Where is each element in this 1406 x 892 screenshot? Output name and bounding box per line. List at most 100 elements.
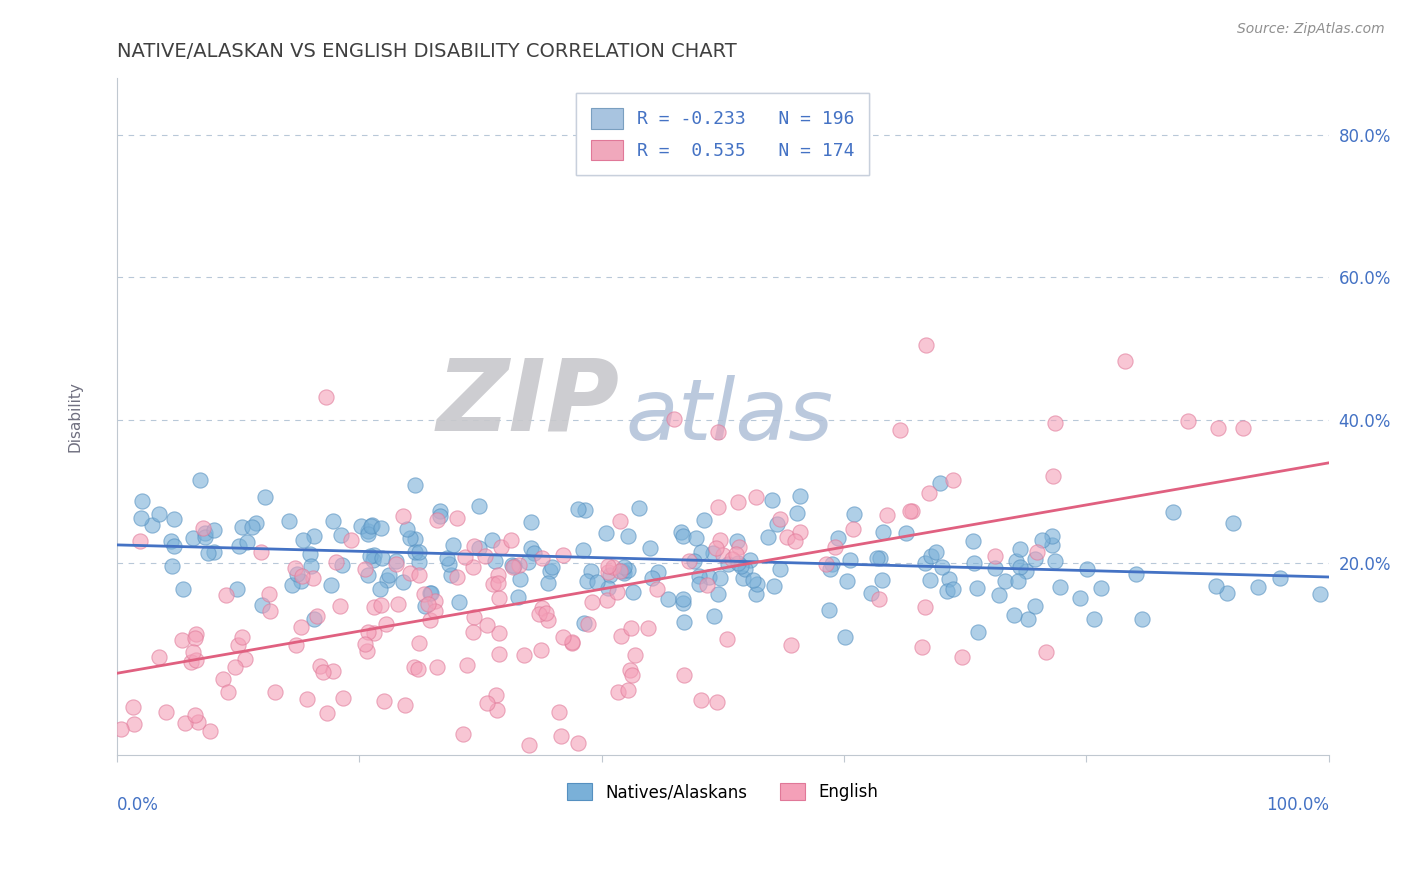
Point	[683, 554, 706, 568]
Point	[225, 582, 247, 596]
Point	[290, 574, 312, 588]
Point	[467, 499, 489, 513]
Point	[703, 608, 725, 623]
Point	[501, 558, 523, 573]
Point	[474, 549, 496, 563]
Point	[148, 507, 170, 521]
Point	[517, 738, 540, 752]
Point	[454, 550, 477, 565]
Point	[530, 643, 553, 657]
Point	[172, 582, 194, 596]
Point	[475, 618, 498, 632]
Point	[595, 526, 617, 541]
Point	[818, 602, 841, 616]
Point	[292, 533, 315, 548]
Point	[537, 613, 560, 627]
Point	[330, 558, 353, 572]
Point	[627, 501, 650, 516]
Point	[378, 568, 401, 582]
Point	[1031, 533, 1053, 547]
Point	[399, 566, 422, 581]
Point	[363, 548, 385, 562]
Point	[408, 545, 430, 559]
Point	[302, 529, 325, 543]
Point	[929, 476, 952, 491]
Point	[706, 695, 728, 709]
Point	[914, 556, 936, 570]
Text: Disability: Disability	[67, 381, 83, 452]
Point	[685, 531, 707, 545]
Point	[834, 630, 856, 644]
Point	[475, 697, 498, 711]
Point	[155, 705, 177, 719]
Point	[711, 549, 734, 563]
Point	[1130, 612, 1153, 626]
Point	[717, 558, 740, 572]
Point	[181, 531, 204, 545]
Point	[609, 564, 631, 578]
Point	[1024, 552, 1046, 566]
Point	[537, 575, 560, 590]
Point	[456, 658, 478, 673]
Point	[373, 694, 395, 708]
Point	[640, 571, 662, 585]
Point	[824, 540, 846, 554]
Point	[697, 570, 720, 584]
Point	[780, 639, 803, 653]
Point	[689, 545, 711, 559]
Point	[918, 486, 941, 500]
Point	[321, 578, 343, 592]
Point	[533, 779, 555, 793]
Point	[141, 517, 163, 532]
Point	[408, 568, 430, 582]
Point	[598, 565, 620, 579]
Point	[259, 604, 281, 618]
Point	[419, 613, 441, 627]
Point	[163, 511, 186, 525]
Point	[502, 559, 524, 574]
Point	[148, 650, 170, 665]
Point	[581, 595, 603, 609]
Point	[1014, 564, 1036, 578]
Point	[994, 574, 1017, 588]
Point	[482, 577, 505, 591]
Point	[285, 638, 308, 652]
Point	[696, 578, 718, 592]
Point	[706, 541, 728, 556]
Point	[620, 621, 643, 635]
Point	[538, 564, 561, 578]
Point	[561, 635, 583, 649]
Point	[375, 617, 398, 632]
Point	[159, 534, 181, 549]
Point	[315, 706, 337, 721]
Point	[730, 558, 752, 573]
Point	[467, 541, 489, 556]
Point	[360, 519, 382, 533]
Point	[756, 530, 779, 544]
Point	[640, 541, 662, 555]
Point	[163, 539, 186, 553]
Point	[354, 562, 377, 576]
Point	[769, 562, 792, 576]
Point	[741, 574, 763, 588]
Point	[789, 489, 811, 503]
Point	[408, 636, 430, 650]
Point	[301, 571, 323, 585]
Point	[357, 526, 380, 541]
Point	[463, 610, 485, 624]
Point	[441, 538, 464, 552]
Point	[305, 609, 328, 624]
Point	[412, 587, 434, 601]
Point	[607, 685, 630, 699]
Point	[966, 625, 988, 640]
Point	[1206, 421, 1229, 435]
Point	[391, 509, 413, 524]
Point	[375, 573, 398, 587]
Point	[287, 566, 309, 581]
Point	[437, 558, 460, 572]
Point	[357, 568, 380, 582]
Point	[291, 569, 314, 583]
Point	[302, 612, 325, 626]
Point	[745, 576, 768, 591]
Point	[688, 577, 710, 591]
